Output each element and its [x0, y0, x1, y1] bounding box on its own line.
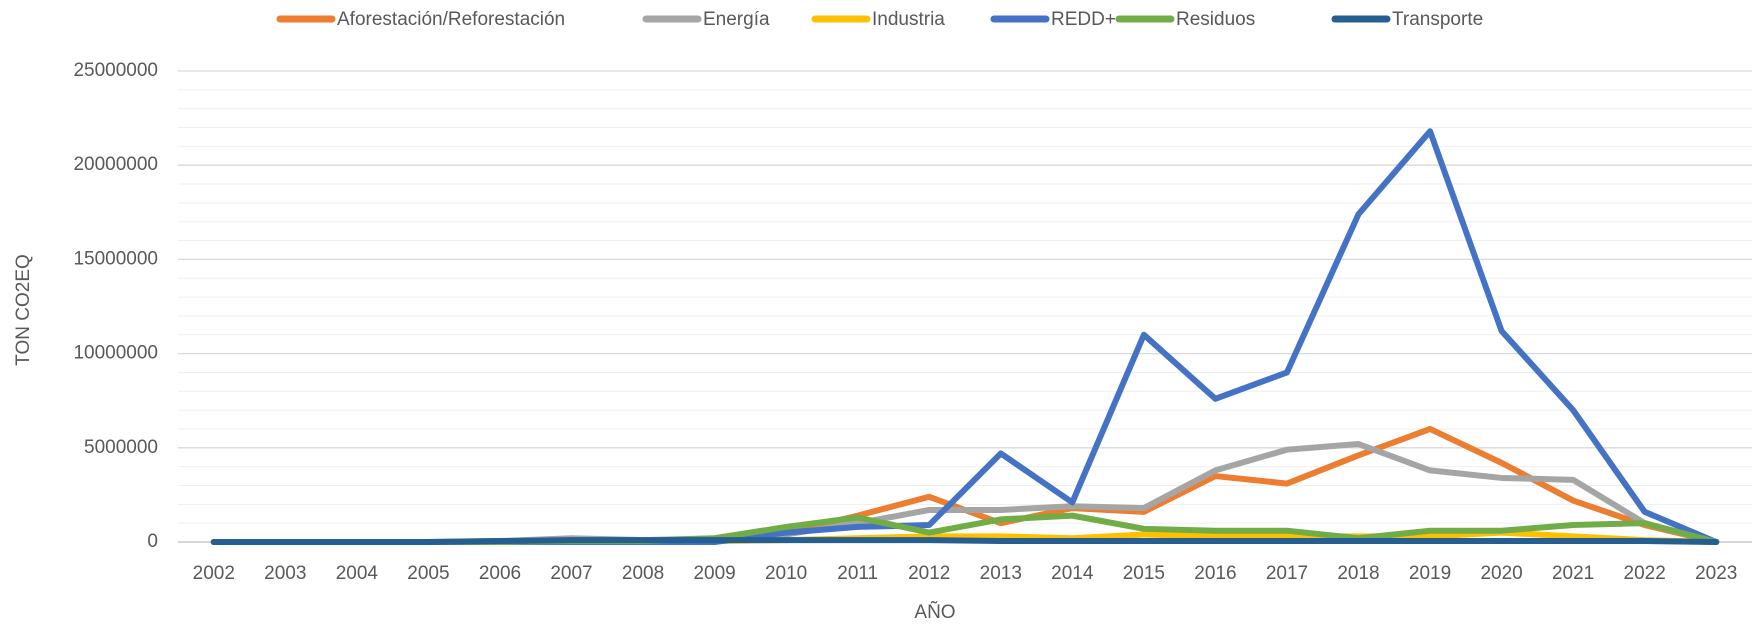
legend-label: Residuos: [1176, 9, 1255, 30]
y-axis-title: TON CO2EQ: [13, 254, 34, 366]
x-tick-label: 2008: [622, 563, 664, 584]
legend-label: Industria: [872, 9, 945, 30]
x-tick-label: 2006: [479, 563, 521, 584]
series-line: [210, 128, 1720, 545]
x-tick-label: 2003: [264, 563, 306, 584]
x-tick-label: 2015: [1123, 563, 1165, 584]
x-tick-label: 2011: [837, 563, 878, 584]
x-tick-label: 2018: [1337, 563, 1379, 584]
legend-label: REDD+: [1051, 9, 1116, 30]
x-tick-label: 2013: [980, 563, 1022, 584]
y-tick-label: 0: [147, 531, 158, 552]
legend-label: Aforestación/Reforestación: [337, 9, 565, 30]
x-tick-label: 2017: [1266, 563, 1308, 584]
y-tick-label: 15000000: [73, 248, 158, 269]
legend-label: Transporte: [1392, 9, 1483, 30]
x-tick-label: 2004: [336, 563, 379, 584]
x-tick-label: 2009: [693, 563, 735, 584]
y-tick-label: 20000000: [73, 154, 158, 175]
y-tick-label: 10000000: [73, 343, 158, 364]
x-tick-label: 2010: [765, 563, 807, 584]
x-tick-label: 2019: [1409, 563, 1451, 584]
x-tick-label: 2022: [1624, 563, 1666, 584]
x-tick-label: 2012: [908, 563, 950, 584]
x-tick-label: 2014: [1051, 563, 1094, 584]
x-tick-label: 2020: [1480, 563, 1522, 584]
y-tick-label: 5000000: [84, 437, 158, 458]
series-line: [210, 537, 1720, 545]
x-tick-label: 2021: [1552, 563, 1594, 584]
x-tick-label: 2023: [1695, 563, 1737, 584]
y-tick-label: 25000000: [73, 60, 158, 81]
x-tick-label: 2005: [407, 563, 449, 584]
x-axis-title: AÑO: [914, 601, 955, 623]
x-tick-label: 2002: [193, 563, 235, 584]
legend-label: Energía: [703, 9, 770, 30]
x-tick-label: 2016: [1194, 563, 1236, 584]
x-tick-label: 2007: [550, 563, 592, 584]
